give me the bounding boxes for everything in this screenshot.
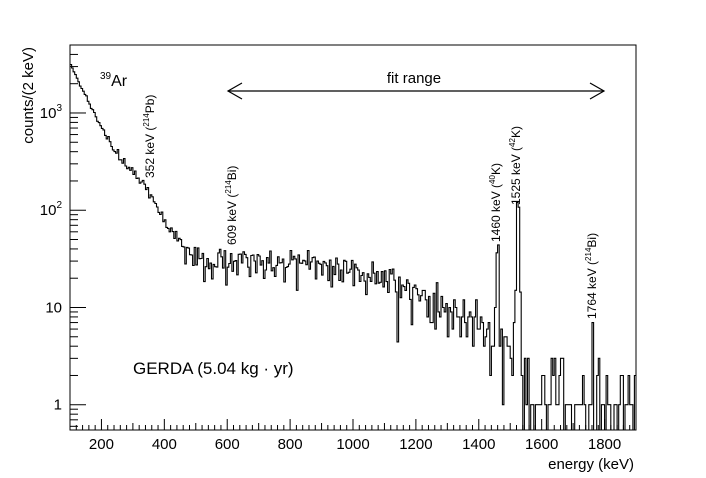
- y-tick-label: 10: [45, 299, 62, 316]
- exposure-label: GERDA (5.04 kg · yr): [133, 359, 294, 378]
- line-label-pb214-352: 352 keV (214Pb): [142, 95, 157, 178]
- line-label-suffix: Bi): [225, 166, 239, 181]
- line-label-isotope-sup: 214: [224, 180, 233, 194]
- fit-range-left-head: [226, 82, 243, 100]
- y-axis-title: counts/(2 keV): [20, 47, 37, 144]
- x-tick-label: 1800: [588, 436, 621, 453]
- y-tick-exponent: 3: [56, 103, 62, 114]
- x-tick-label: 1600: [525, 436, 558, 453]
- line-label-prefix: 1764 keV (: [585, 261, 599, 319]
- y-tick-base: 10: [40, 105, 57, 122]
- x-axis-title: energy (keV): [548, 456, 634, 473]
- ar39-label: 39Ar: [100, 71, 128, 90]
- y-tick-base: 10: [40, 202, 57, 219]
- fit-range-label: fit range: [387, 70, 441, 87]
- histogram: [70, 63, 636, 431]
- x-axis-ticks: 200 400 600 800 1000 1200 1400 1600 1800: [69, 419, 637, 453]
- x-tick-label: 1000: [336, 436, 369, 453]
- x-tick-label: 800: [278, 436, 303, 453]
- line-label-bi214-609: 609 keV (214Bi): [224, 166, 239, 245]
- fit-range-right-head: [589, 82, 606, 100]
- x-tick-label: 400: [152, 436, 177, 453]
- fit-range-arrow: [226, 82, 606, 100]
- y-tick-label: 103: [40, 103, 63, 122]
- x-tick-label: 200: [89, 436, 114, 453]
- y-tick-label: 1: [54, 397, 62, 414]
- line-label-suffix: K): [489, 163, 503, 175]
- line-label-isotope-sup: 214: [142, 113, 151, 127]
- histogram-series: [70, 63, 636, 431]
- x-tick-label: 1400: [462, 436, 495, 453]
- line-label-prefix: 609 keV (: [225, 194, 239, 245]
- x-tick-label: 1200: [399, 436, 432, 453]
- line-label-bi214-1764: 1764 keV (214Bi): [584, 233, 599, 319]
- y-tick-label: 102: [40, 200, 63, 219]
- ar39-mass-number: 39: [100, 71, 112, 82]
- line-label-suffix: K): [509, 126, 523, 138]
- line-label-suffix: Pb): [143, 95, 157, 114]
- line-label-suffix: Bi): [585, 233, 599, 248]
- line-label-isotope-sup: 214: [584, 247, 593, 261]
- line-label-prefix: 352 keV (: [143, 127, 157, 178]
- line-label-prefix: 1525 keV (: [509, 147, 523, 205]
- ar39-element: Ar: [111, 73, 128, 90]
- line-label-prefix: 1460 keV (: [489, 184, 503, 242]
- line-label-k40-1460: 1460 keV (40K): [488, 163, 503, 242]
- y-tick-exponent: 2: [56, 200, 62, 211]
- line-label-isotope-sup: 40: [488, 175, 497, 184]
- x-tick-label: 600: [215, 436, 240, 453]
- line-label-isotope-sup: 42: [508, 138, 517, 147]
- line-label-k42-1525: 1525 keV (42K): [508, 126, 523, 205]
